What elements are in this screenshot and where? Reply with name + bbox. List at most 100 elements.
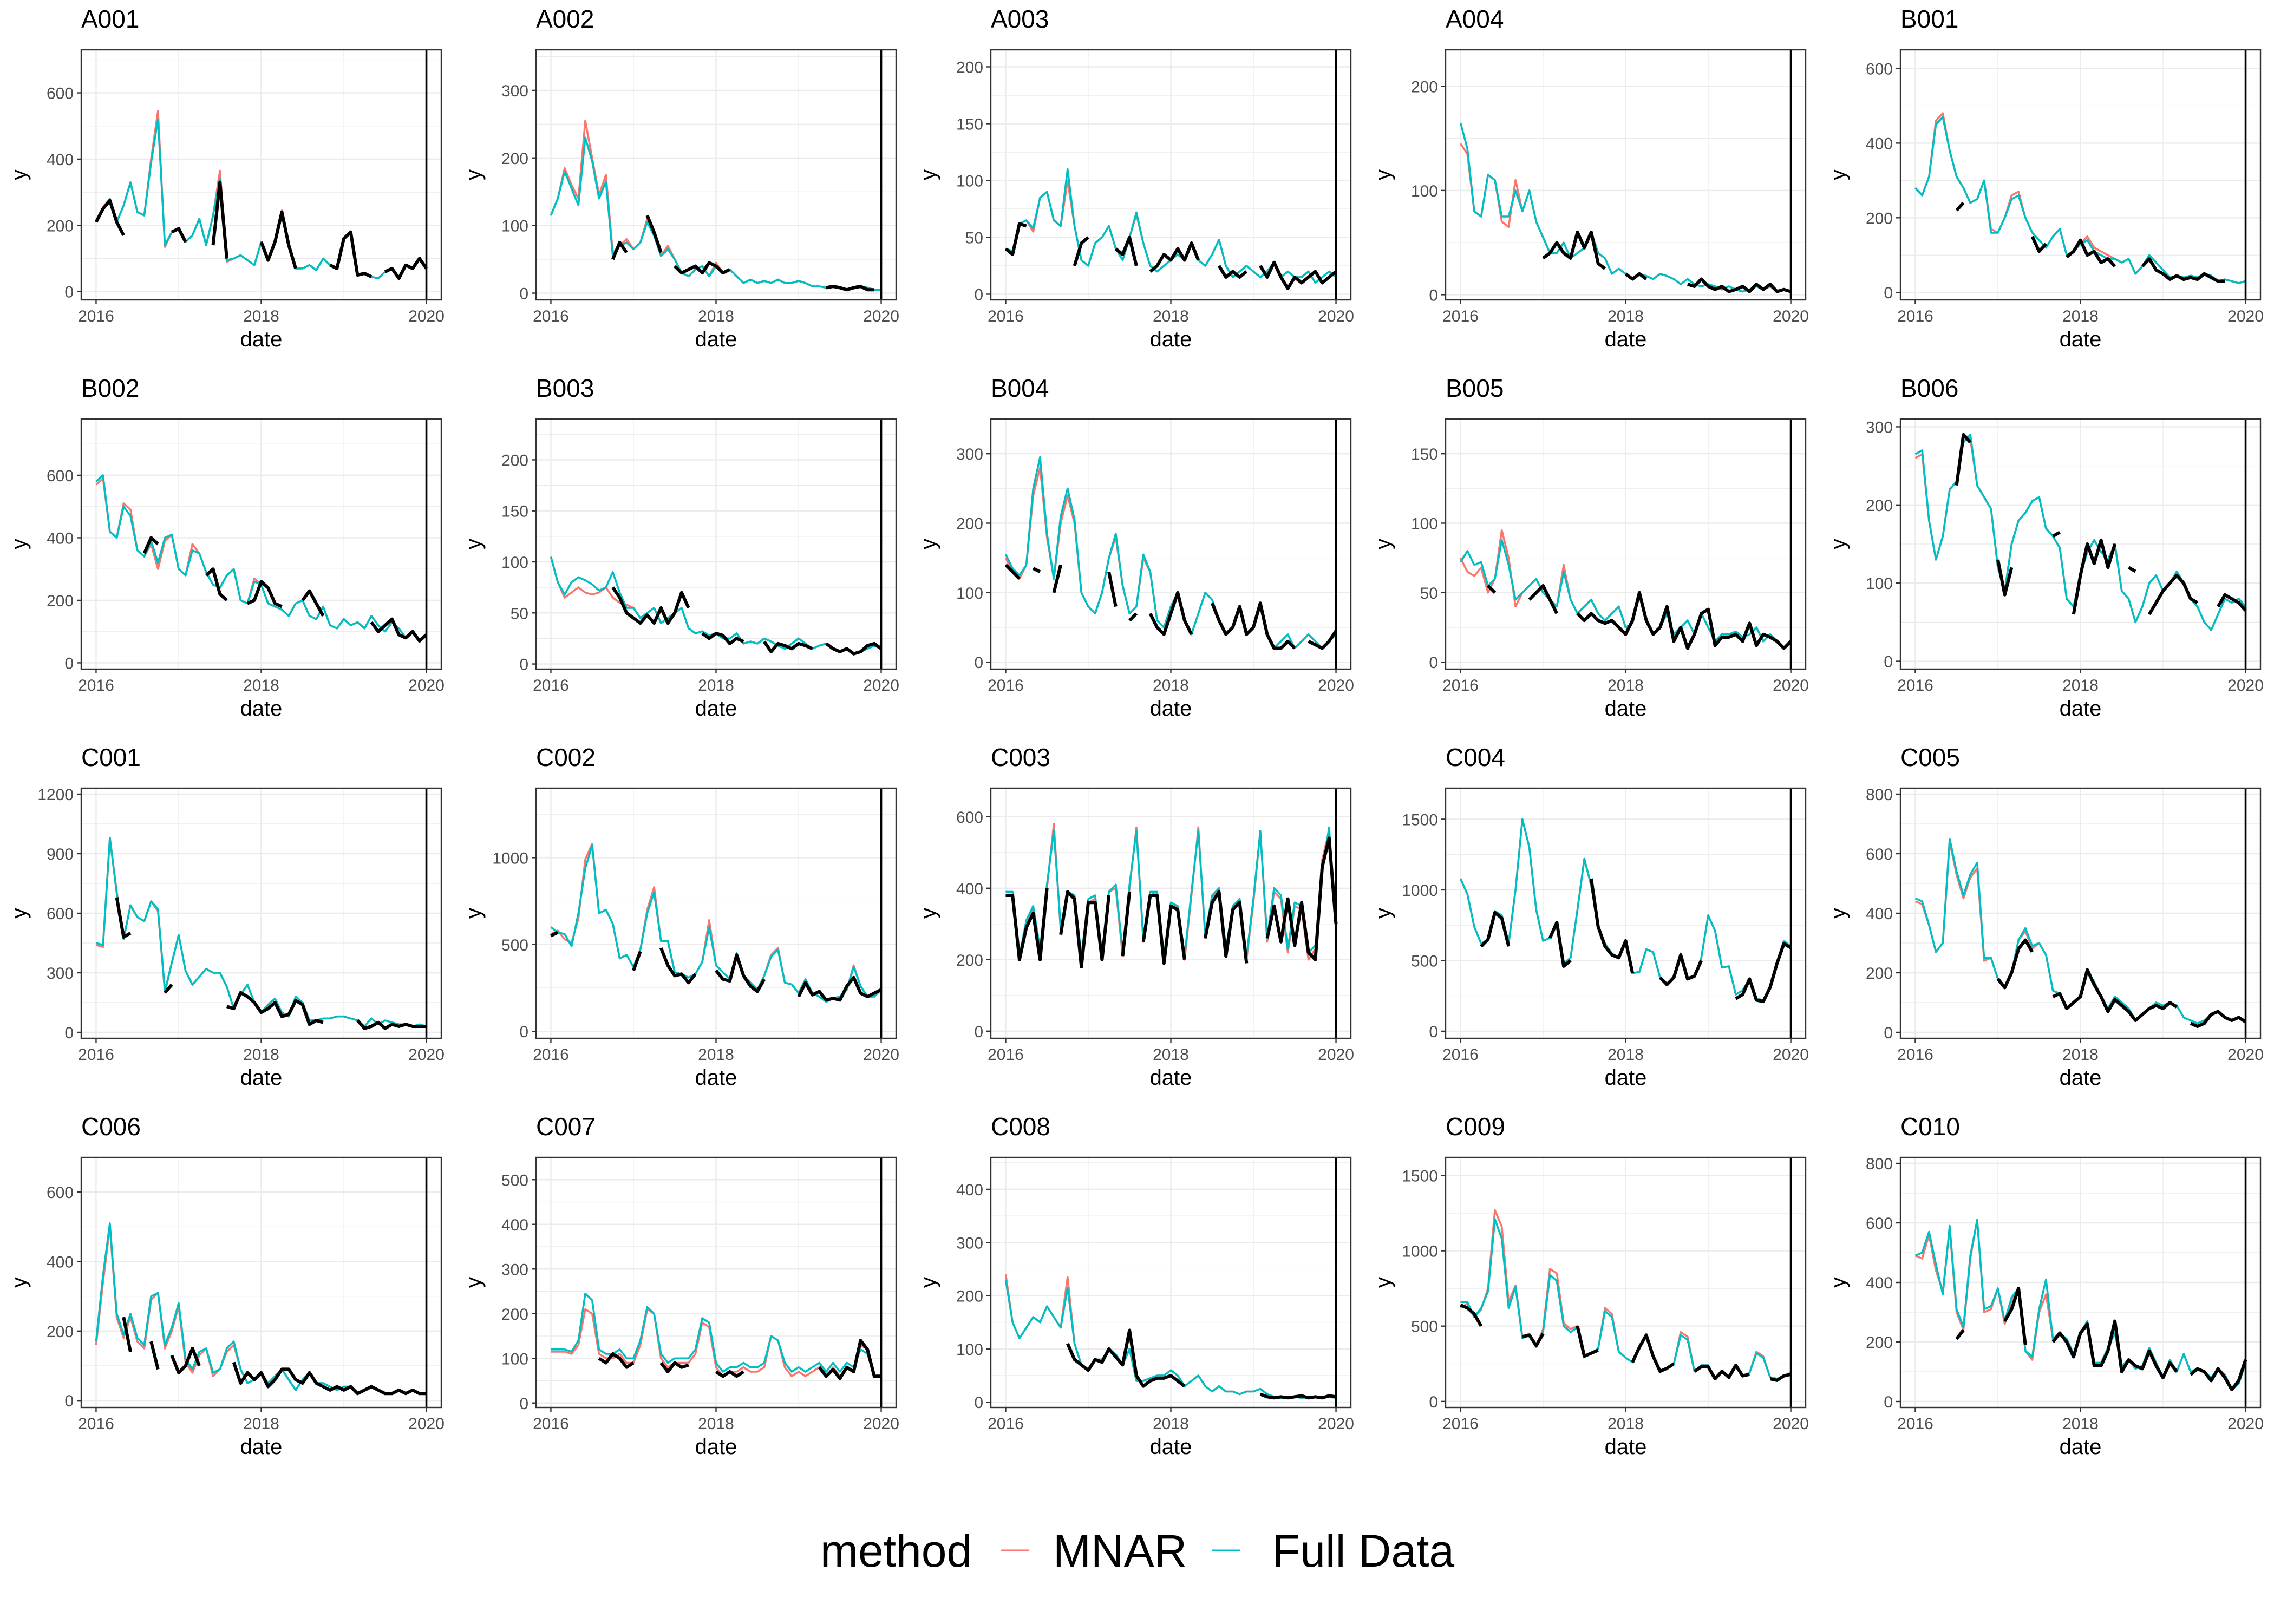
series-line-observed — [1487, 584, 1497, 594]
x-tick-label: 2020 — [408, 1046, 445, 1064]
panel-title: C003 — [991, 743, 1050, 771]
y-tick-label: 0 — [1884, 653, 1893, 671]
series-line-observed — [2148, 573, 2199, 615]
y-tick-label: 0 — [1429, 1023, 1438, 1041]
series-line-observed — [1204, 890, 1249, 964]
y-axis-title: y — [462, 169, 486, 180]
series-line-observed — [1769, 1372, 1792, 1382]
x-tick-label: 2018 — [243, 677, 279, 695]
x-tick-label: 2016 — [1442, 307, 1479, 325]
y-tick-label: 100 — [956, 585, 983, 603]
x-tick-label: 2020 — [863, 677, 899, 695]
y-tick-label: 300 — [501, 82, 528, 100]
series-line-observed — [632, 951, 642, 971]
panel-title: A001 — [81, 5, 140, 33]
series-line-full-data — [550, 844, 882, 1003]
y-tick-label: 0 — [1884, 1393, 1893, 1411]
panel-c004: C004 0 500 1000 1500 2016 2018 2020 date y — [1364, 738, 1819, 1108]
x-tick-label: 2016 — [533, 677, 569, 695]
x-axis-title: date — [1150, 697, 1192, 721]
x-axis-title: date — [1605, 1435, 1647, 1459]
series-line-observed — [171, 227, 187, 243]
y-tick-label: 500 — [1411, 952, 1438, 970]
series-line-observed — [1059, 890, 1111, 968]
series-line-observed — [715, 1370, 744, 1378]
x-axis-title: date — [2060, 697, 2102, 721]
x-tick-label: 2020 — [2227, 1415, 2264, 1433]
panel-b002: B002 0 200 400 600 2016 2018 2020 date y — [0, 369, 455, 738]
series-line-observed — [1576, 591, 1792, 650]
y-tick-label: 1000 — [492, 849, 528, 867]
y-tick-label: 600 — [956, 809, 983, 827]
series-line-observed — [1460, 1303, 1483, 1327]
series-line-observed — [1542, 230, 1606, 270]
y-tick-label: 200 — [1866, 497, 1893, 515]
series-line-observed — [1576, 1326, 1599, 1358]
x-tick-label: 2020 — [1773, 1046, 1809, 1064]
panel-a002: A002 0 100 200 300 2016 2018 2020 date y — [455, 0, 910, 369]
y-axis-title: y — [462, 1277, 486, 1288]
series-line-observed — [611, 240, 628, 260]
series-line-observed — [1955, 1329, 1965, 1340]
x-tick-label: 2018 — [1608, 307, 1644, 325]
panel-title: B002 — [81, 374, 140, 402]
y-tick-label: 0 — [974, 654, 983, 672]
x-tick-label: 2018 — [698, 677, 734, 695]
x-tick-label: 2018 — [2062, 307, 2099, 325]
x-tick-label: 2020 — [2227, 677, 2264, 695]
x-axis-title: date — [1605, 697, 1647, 721]
series-line-observed — [1589, 878, 1635, 974]
series-line-observed — [301, 589, 325, 617]
x-tick-label: 2018 — [243, 307, 279, 325]
panel-plot: 0 50 100 150 200 2016 2018 2020 date y — [917, 49, 1354, 351]
y-axis-title: y — [1371, 908, 1395, 919]
series-line-observed — [1308, 630, 1338, 650]
panel-b004: B004 0 100 200 300 2016 2018 2020 date y — [910, 369, 1364, 738]
series-line-observed — [2052, 968, 2178, 1022]
series-line-observed — [645, 214, 663, 253]
panel-title: B005 — [1446, 374, 1504, 402]
y-tick-label: 500 — [1411, 1318, 1438, 1336]
series-line-observed — [384, 257, 428, 280]
series-line-observed — [226, 991, 324, 1026]
y-axis-title: y — [1826, 539, 1850, 549]
panel-c010: C010 0 200 400 600 800 2016 2018 2020 date y — [1819, 1108, 2274, 1477]
x-axis-title: date — [1150, 328, 1192, 351]
panel-plot: 0 200 400 600 2016 2018 2020 date y — [917, 787, 1354, 1090]
y-tick-label: 200 — [956, 515, 983, 533]
series-line-observed — [2030, 235, 2048, 253]
panel-c002: C002 0 500 1000 2016 2018 2020 date y — [455, 738, 910, 1108]
y-tick-label: 600 — [47, 467, 74, 485]
panel-a004: A004 0 100 200 2016 2018 2020 date y — [1364, 0, 1819, 369]
y-tick-label: 0 — [519, 1023, 528, 1041]
x-axis-title: date — [2060, 328, 2102, 351]
series-line-observed — [1073, 236, 1089, 266]
x-axis-title: date — [240, 1066, 283, 1090]
y-axis-title: y — [917, 169, 940, 180]
y-tick-label: 400 — [1866, 905, 1893, 923]
y-tick-label: 0 — [1429, 654, 1438, 672]
y-tick-label: 400 — [956, 880, 983, 898]
series-line-observed — [1066, 1328, 1186, 1388]
legend-label-mnar: MNAR — [1053, 1525, 1187, 1576]
y-axis-title: y — [7, 908, 31, 919]
panel-title: C006 — [81, 1112, 141, 1141]
x-tick-label: 2018 — [1153, 1415, 1189, 1433]
y-tick-label: 400 — [47, 1254, 74, 1272]
series-line-observed — [1658, 953, 1703, 986]
x-tick-label: 2016 — [988, 1046, 1024, 1064]
x-axis-title: date — [1150, 1066, 1192, 1090]
series-line-observed — [1522, 1333, 1545, 1347]
series-line-observed — [797, 975, 882, 1002]
x-tick-label: 2016 — [1897, 1415, 1933, 1433]
panel-title: C007 — [536, 1112, 596, 1141]
series-line-observed — [1114, 235, 1138, 266]
y-tick-label: 1200 — [37, 786, 74, 804]
series-line-observed — [2066, 238, 2116, 267]
series-line-observed — [2072, 538, 2116, 615]
y-axis-title: y — [1826, 169, 1850, 180]
y-tick-label: 400 — [47, 151, 74, 169]
x-axis-title: date — [2060, 1435, 2102, 1459]
x-tick-label: 2018 — [1608, 1415, 1644, 1433]
y-tick-label: 50 — [965, 230, 983, 247]
